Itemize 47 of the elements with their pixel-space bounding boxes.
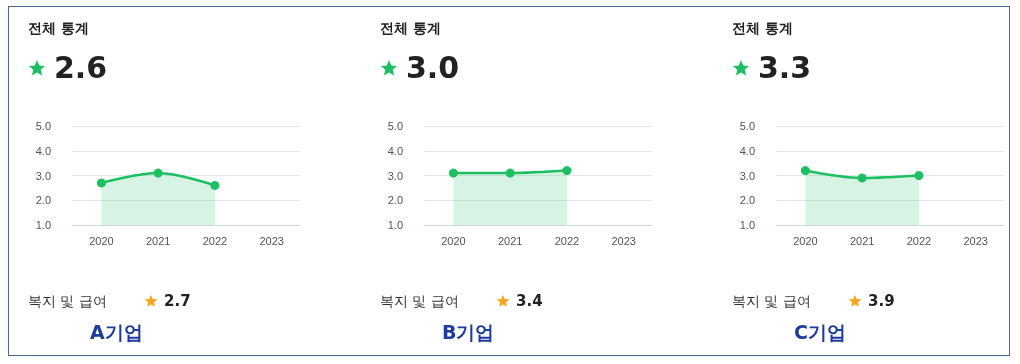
point xyxy=(914,171,924,180)
text: 3.9 xyxy=(868,292,895,310)
chart-title: 전체 통계 xyxy=(380,20,441,38)
point xyxy=(210,180,220,190)
text: 2.7 xyxy=(164,292,191,310)
text: C기업 xyxy=(794,321,846,343)
y-tick-label: 3.0 xyxy=(739,169,755,182)
x-tick-label: 2022 xyxy=(554,234,580,247)
point xyxy=(96,178,106,188)
text: 복지 및 급여 xyxy=(28,293,107,309)
y-tick-label: 1.0 xyxy=(387,219,403,231)
y-tick-label: 2.0 xyxy=(739,194,755,207)
y-tick-label: 1.0 xyxy=(35,219,51,231)
x-tick-label: 2020 xyxy=(89,234,114,247)
chart-title: 전체 통계 xyxy=(732,20,793,38)
chart-subtitle: 3.3 xyxy=(758,50,812,85)
x-tick-label: 2021 xyxy=(145,234,171,247)
x-tick-label: 2021 xyxy=(849,234,875,247)
point xyxy=(857,173,867,183)
text: 3.4 xyxy=(516,292,543,310)
text: B기업 xyxy=(442,321,495,343)
chart-subtitle: 2.6 xyxy=(54,50,108,85)
y-tick-label: 1.0 xyxy=(739,219,755,231)
text: 복지 및 급여 xyxy=(380,293,459,309)
y-tick-label: 2.0 xyxy=(387,194,403,207)
x-tick-label: 2021 xyxy=(497,234,523,247)
x-tick-label: 2023 xyxy=(963,234,988,247)
y-tick-label: 4.0 xyxy=(739,144,755,157)
y-tick-label: 3.0 xyxy=(387,169,403,182)
x-tick-label: 2023 xyxy=(259,234,284,247)
y-tick-label: 5.0 xyxy=(387,120,403,132)
text: A기업 xyxy=(90,321,143,343)
y-tick-label: 4.0 xyxy=(35,144,51,157)
y-tick-label: 3.0 xyxy=(35,169,51,182)
x-tick-label: 2020 xyxy=(441,234,466,247)
y-tick-label: 2.0 xyxy=(35,194,51,207)
x-tick-label: 2022 xyxy=(906,234,932,247)
y-tick-label: 5.0 xyxy=(35,120,51,132)
x-tick-label: 2020 xyxy=(793,234,818,247)
point xyxy=(800,166,810,176)
y-tick-label: 4.0 xyxy=(387,144,403,157)
y-tick-label: 5.0 xyxy=(739,120,755,132)
point xyxy=(153,168,163,178)
text: 복지 및 급여 xyxy=(732,293,811,309)
chart-title: 전체 통계 xyxy=(28,20,89,38)
x-tick-label: 2023 xyxy=(611,234,636,247)
x-tick-label: 2022 xyxy=(202,234,228,247)
